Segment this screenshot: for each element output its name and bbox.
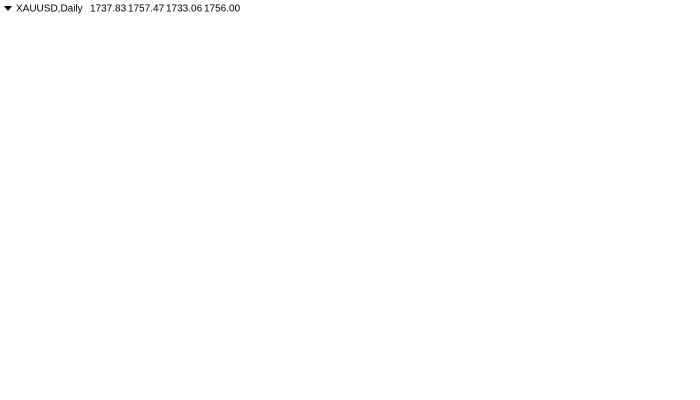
header-high: 1757.47 [128, 4, 165, 15]
header-open: 1737.83 [90, 4, 127, 15]
header-close: 1756.00 [204, 4, 241, 15]
symbol: XAUUSD,Daily [16, 4, 83, 15]
menu-icon[interactable] [4, 6, 12, 11]
header-low: 1733.06 [166, 4, 203, 15]
